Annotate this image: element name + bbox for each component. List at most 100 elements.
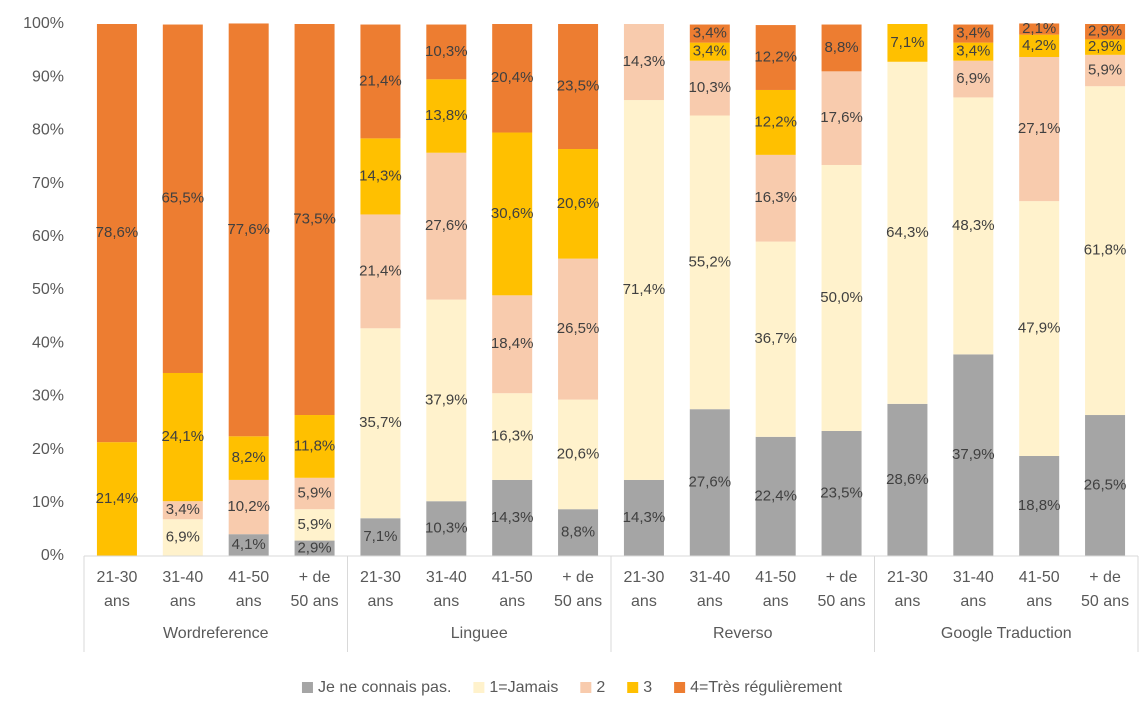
bar-segment [228, 534, 269, 556]
data-label: 48,3% [952, 217, 995, 234]
data-label: 36,7% [754, 330, 797, 347]
bar-segment [689, 42, 730, 61]
data-label: 5,9% [297, 516, 331, 533]
data-label: 14,3% [623, 53, 666, 70]
x-tick-label: 21-30 ans [359, 569, 401, 610]
legend-label: 1=Jamais [489, 679, 558, 696]
bar-segment [294, 540, 335, 556]
x-tick-label: + de 50 ans [290, 569, 339, 610]
bar-segment [953, 42, 994, 61]
bar-segment [953, 60, 994, 98]
data-label: 2,1% [1022, 20, 1056, 37]
data-label: 16,3% [754, 189, 797, 206]
y-tick-label: 20% [32, 441, 64, 458]
data-label: 21,4% [359, 262, 402, 279]
data-label: 5,9% [1088, 62, 1122, 79]
bar-segment [887, 403, 928, 556]
x-tick-label: + de 50 ans [817, 569, 866, 610]
data-label: 27,6% [689, 474, 732, 491]
data-label: 3,4% [693, 43, 727, 60]
y-tick-label: 60% [32, 228, 64, 245]
y-tick-label: 0% [41, 547, 64, 564]
data-label: 50,0% [820, 289, 863, 306]
bar-segment [689, 60, 730, 116]
data-label: 24,1% [162, 428, 205, 445]
data-label: 65,5% [162, 190, 205, 207]
group-label: Linguee [451, 625, 508, 642]
data-label: 18,8% [1018, 497, 1061, 514]
x-tick-label: 31-40 ans [162, 569, 204, 610]
x-tick-label: + de 50 ans [1081, 569, 1130, 610]
bar-segment [162, 372, 203, 502]
data-label: 16,3% [491, 428, 534, 445]
data-label: 3,4% [166, 501, 200, 518]
x-tick-label: 21-30 ans [886, 569, 928, 610]
data-label: 10,3% [425, 43, 468, 60]
bar-segment [426, 501, 467, 556]
data-label: 12,2% [754, 48, 797, 65]
bar-segment [755, 25, 796, 90]
data-label: 27,6% [425, 217, 468, 234]
bar-segment [294, 415, 335, 478]
bar-segment [558, 149, 599, 259]
bar-segment [294, 477, 335, 510]
bar-segment [755, 154, 796, 242]
bar-segment [360, 214, 401, 329]
bar-segment [426, 299, 467, 502]
data-label: 5,9% [297, 484, 331, 501]
data-label: 20,6% [557, 445, 600, 462]
data-label: 18,4% [491, 335, 534, 352]
bar-segment [228, 479, 269, 535]
y-tick-label: 40% [32, 334, 64, 351]
group-label: Wordreference [163, 625, 269, 642]
bar-segment [755, 241, 796, 437]
bar-segment [887, 61, 928, 404]
bar-segment [623, 100, 664, 480]
bar-segment [360, 518, 401, 556]
bar-segment [492, 479, 533, 556]
data-label: 10,3% [689, 79, 732, 96]
legend-label: 3 [643, 679, 652, 696]
data-label: 3,4% [956, 25, 990, 42]
bar-segment [1019, 23, 1060, 35]
legend-label: Je ne connais pas. [318, 679, 451, 696]
data-label: 4,2% [1022, 37, 1056, 54]
bar-segment [689, 115, 730, 410]
bar-segment [953, 354, 994, 556]
bar-segment [755, 436, 796, 556]
bar-segment [228, 23, 269, 437]
y-tick-label: 90% [32, 68, 64, 85]
data-label: 2,9% [297, 539, 331, 556]
bar-segment [887, 24, 928, 62]
data-label: 17,6% [820, 109, 863, 126]
bar-segment [426, 79, 467, 153]
bar-segment [492, 393, 533, 480]
data-label: 37,9% [952, 446, 995, 463]
bar-segment [294, 24, 335, 416]
legend-swatch [301, 682, 313, 693]
group-label: Google Traduction [941, 625, 1072, 642]
data-label: 8,8% [561, 524, 595, 541]
data-label: 64,3% [886, 224, 929, 241]
data-label: 26,5% [557, 320, 600, 337]
data-label: 3,4% [693, 25, 727, 42]
data-label: 77,6% [227, 221, 270, 238]
bar-segment [558, 24, 599, 150]
y-tick-label: 100% [23, 15, 64, 32]
x-tick-label: + de 50 ans [554, 569, 603, 610]
data-label: 55,2% [689, 253, 732, 270]
data-label: 14,3% [491, 509, 534, 526]
bar-segment [96, 442, 137, 556]
x-tick-label: 41-50 ans [755, 569, 797, 610]
bar-segment [1019, 56, 1060, 202]
bar-segment [96, 24, 137, 443]
bar-segment [360, 24, 401, 139]
bar-segment [689, 409, 730, 556]
bar-segment [953, 24, 994, 43]
bar-segment [821, 430, 862, 556]
y-tick-label: 80% [32, 122, 64, 139]
data-label: 27,1% [1018, 120, 1061, 137]
bar-segment [821, 164, 862, 431]
data-label: 4,1% [232, 536, 266, 553]
